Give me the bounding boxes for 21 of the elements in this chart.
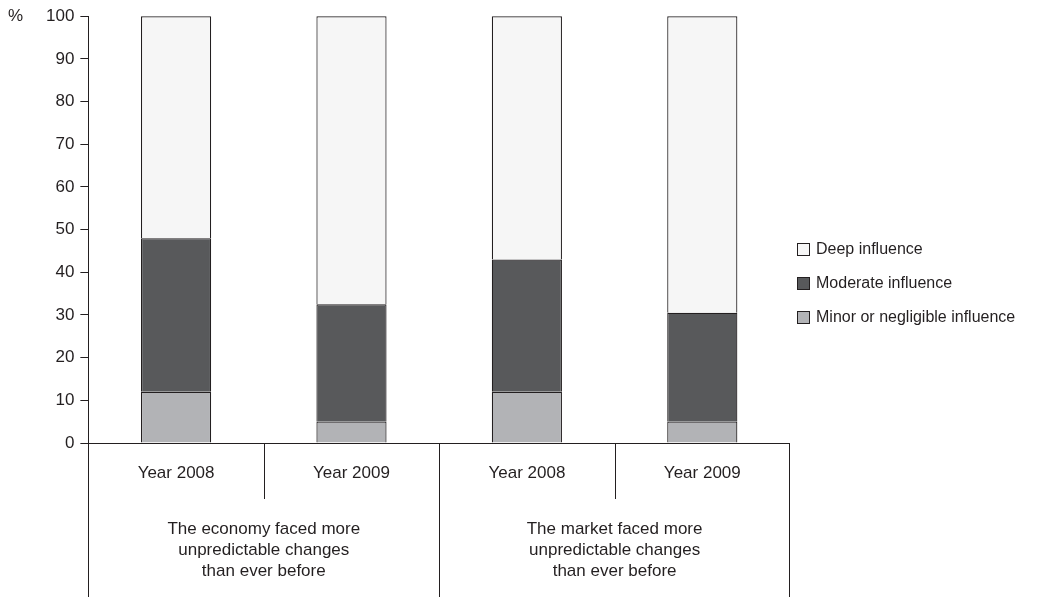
text: Deep influence: [816, 240, 923, 258]
y-tick-label: 70: [55, 133, 75, 153]
y-tick-label: 100: [45, 5, 75, 25]
y-tick-label: 40: [55, 261, 75, 281]
y-tick-label: 50: [55, 219, 75, 239]
x-tick-label: Year 2009: [663, 462, 741, 482]
text: The economy faced more unpredictable changes than ever before: [167, 519, 361, 581]
y-tick-label: 10: [55, 390, 75, 410]
text: The market faced more unpredictable changes than ever before: [526, 519, 703, 581]
y-tick-label: 0: [64, 432, 75, 452]
x-tick-label: Year 2008: [488, 462, 566, 482]
y-tick-label: 90: [55, 48, 75, 68]
x-tick-label: Year 2009: [313, 462, 390, 482]
legend-label: Moderate influence: [816, 274, 953, 292]
legend-label: Minor or negligible influence: [816, 308, 1016, 326]
y-tick-label: 80: [55, 91, 75, 111]
y-tick-label: 30: [55, 304, 75, 324]
x-tick-label: Year 2008: [137, 462, 215, 482]
y-axis-title: %: [8, 5, 24, 25]
y-tick-label: 60: [55, 176, 75, 196]
y-tick-label: 20: [55, 347, 75, 367]
